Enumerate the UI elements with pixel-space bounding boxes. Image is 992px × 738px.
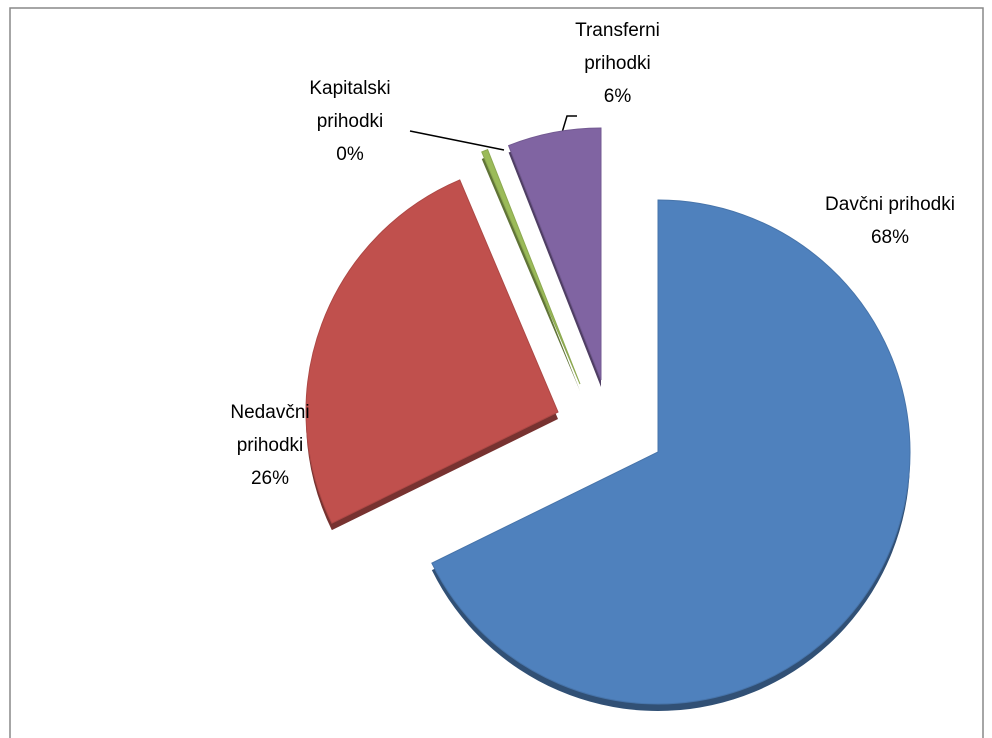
label-value: 0% xyxy=(336,144,364,165)
label-category: Transferni prihodki xyxy=(575,20,660,74)
data-label: Transferni prihodki 6% xyxy=(550,14,685,113)
slice-depth xyxy=(481,156,580,391)
label-category: Nedavčni prihodki xyxy=(230,402,310,456)
label-category: Davčni prihodki xyxy=(825,194,955,215)
pie-slice xyxy=(431,199,911,705)
leader-line xyxy=(409,130,505,151)
data-label: Davčni prihodki 68% xyxy=(790,188,990,254)
pie-slice xyxy=(305,179,559,524)
leader-line xyxy=(560,115,577,137)
pie-slice xyxy=(481,148,581,385)
label-category: Kapitalski prihodki xyxy=(309,78,391,132)
chart-frame xyxy=(9,7,984,738)
label-value: 6% xyxy=(603,86,632,107)
label-value: 26% xyxy=(250,468,290,489)
pie-slice xyxy=(507,127,602,381)
data-label: Kapitalski prihodki 0% xyxy=(290,72,410,171)
label-value: 68% xyxy=(870,227,910,248)
data-label: Nedavčni prihodki 26% xyxy=(200,396,340,495)
